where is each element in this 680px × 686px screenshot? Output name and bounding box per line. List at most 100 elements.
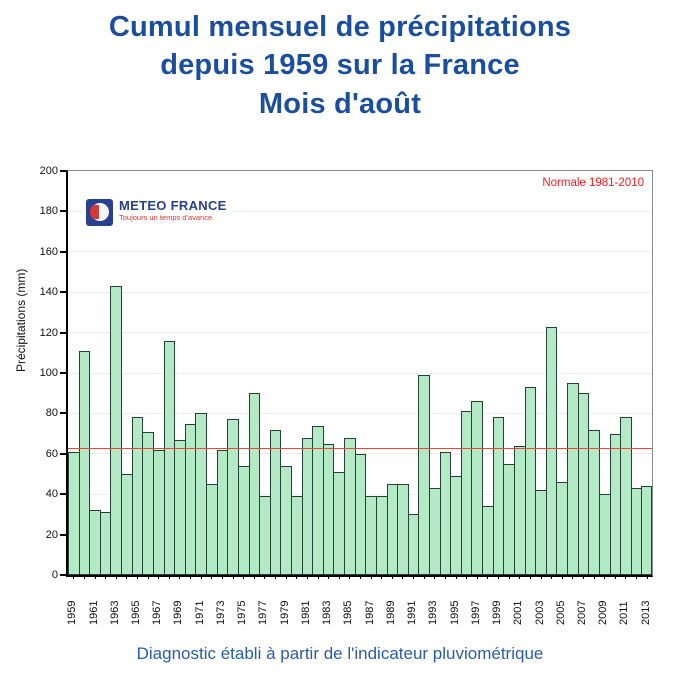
gridline: [68, 372, 652, 374]
x-axis-year-label: 1989: [384, 600, 397, 625]
y-axis-tick-label: 100: [39, 367, 58, 379]
x-axis-tick: [317, 575, 319, 579]
bar-2004: [545, 326, 558, 575]
x-axis-tick: [115, 575, 117, 579]
logo-crescent-icon: [90, 205, 99, 219]
x-axis-tick: [561, 575, 563, 579]
x-axis-year-label: 2005: [554, 600, 567, 625]
y-axis-tick: [60, 210, 67, 213]
x-axis-tick: [604, 575, 606, 579]
x-axis-tick: [434, 575, 436, 579]
y-axis-tick: [60, 493, 67, 496]
x-axis-year-label: 2013: [639, 600, 652, 625]
x-axis-year-label: 1981: [299, 600, 312, 625]
x-axis-year-label: 1979: [278, 600, 291, 625]
x-axis-year-label: 1987: [363, 600, 376, 625]
x-axis-tick: [498, 575, 500, 579]
logo-brand-name: METEO FRANCE: [119, 198, 227, 213]
x-axis-year-label: 1971: [193, 600, 206, 625]
normale-legend-label: Normale 1981-2010: [542, 177, 644, 189]
gridline: [68, 332, 652, 334]
x-axis-year-label: 1995: [448, 600, 461, 625]
gridline: [68, 291, 652, 293]
x-axis-tick: [529, 575, 531, 579]
gridline: [68, 251, 652, 253]
x-axis-tick: [360, 575, 361, 579]
x-axis-year-label: 2003: [533, 600, 546, 625]
x-axis-year-label: 2011: [618, 601, 631, 625]
x-axis-tick: [126, 575, 128, 579]
x-axis-tick: [83, 575, 85, 579]
title-line-3: Mois d'août: [258, 87, 422, 120]
x-axis-tick: [423, 575, 425, 579]
y-axis-tick: [60, 170, 67, 172]
y-axis-tick-label: 140: [39, 286, 58, 299]
chart-plot-area: 0 20 40 60 80 100 120 140 160 180 200 1959 1961 1963 1…: [40, 165, 653, 625]
x-axis-year-label: 1965: [130, 600, 143, 625]
x-axis-tick: [338, 575, 340, 579]
x-axis-tick: [328, 575, 330, 579]
x-axis-year-label: 1999: [491, 600, 504, 625]
x-axis-year-label: 1977: [257, 600, 270, 625]
x-axis-tick: [243, 575, 245, 579]
y-axis-tick: [60, 533, 67, 536]
y-axis-tick-label: 180: [39, 205, 58, 218]
x-axis-tick: [253, 575, 255, 579]
x-axis-tick: [402, 575, 404, 579]
x-axis-tick: [232, 575, 234, 579]
x-axis-tick: [200, 575, 202, 579]
y-axis-tick: [60, 412, 67, 415]
x-axis-tick: [508, 575, 510, 579]
x-axis-tick: [168, 575, 170, 579]
y-axis-tick-label: 200: [39, 165, 58, 177]
x-axis-tick: [264, 575, 266, 579]
x-axis-year-label: 1963: [108, 600, 121, 625]
y-axis-tick: [60, 331, 67, 334]
page-title: Cumul mensuel de précipitations depuis 1…: [0, 8, 680, 123]
bar-1976: [248, 393, 261, 575]
x-axis-year-label: 2009: [597, 600, 610, 625]
gridline: [68, 412, 652, 414]
x-axis-year-label: 1961: [87, 600, 100, 625]
chart-canvas: 0 20 40 60 80 100 120 140 160 180 200 1959 1961 1963 1…: [40, 165, 652, 625]
y-axis-title: Précipitations (mm): [14, 268, 28, 372]
meteo-france-logo: METEO FRANCE Toujours un temps d'avance: [84, 197, 233, 228]
x-axis-year-label: 1969: [172, 600, 185, 625]
x-axis-tick: [519, 575, 521, 579]
y-axis-tick: [60, 372, 67, 374]
x-axis-tick: [444, 575, 446, 579]
bar-2013: [641, 486, 652, 575]
x-axis-year-label: 1985: [342, 600, 355, 625]
x-axis-year-label: 1967: [151, 600, 164, 625]
x-axis-tick: [466, 575, 468, 579]
x-axis-year-label: 1975: [236, 600, 249, 625]
x-axis-tick: [636, 575, 638, 579]
meteo-france-logo-icon: [86, 199, 113, 226]
x-axis-tick: [275, 575, 277, 579]
title-line-2: depuis 1959 sur la France: [160, 49, 520, 82]
y-axis-tick: [60, 452, 67, 455]
y-axis-tick-label: 0: [51, 569, 58, 581]
x-axis-tick: [137, 575, 139, 579]
bar-2002: [524, 387, 537, 575]
x-axis-tick: [593, 575, 595, 579]
x-axis-year-label: 1997: [469, 600, 482, 625]
logo-tagline: Toujours un temps d'avance: [119, 213, 213, 222]
title-line-1: Cumul mensuel de précipitations: [108, 11, 572, 43]
x-axis-tick: [646, 575, 648, 579]
y-axis-tick: [60, 574, 67, 576]
bar-1992: [418, 375, 430, 575]
y-axis-tick-label: 80: [45, 407, 58, 420]
x-axis-year-label: 1959: [66, 600, 79, 625]
x-axis-tick: [158, 575, 160, 579]
x-axis-year-label: 1983: [321, 600, 334, 625]
chart-caption: Diagnostic établi à partir de l'indicate…: [136, 644, 544, 663]
x-axis-tick: [105, 575, 107, 579]
y-axis-tick-label: 120: [39, 326, 58, 339]
x-axis-tick: [487, 575, 489, 579]
x-axis-tick: [455, 575, 457, 579]
x-axis-tick: [476, 575, 478, 579]
y-axis-tick-label: 60: [45, 447, 58, 460]
x-axis-year-label: 1991: [406, 600, 419, 625]
x-axis-tick: [540, 575, 542, 579]
